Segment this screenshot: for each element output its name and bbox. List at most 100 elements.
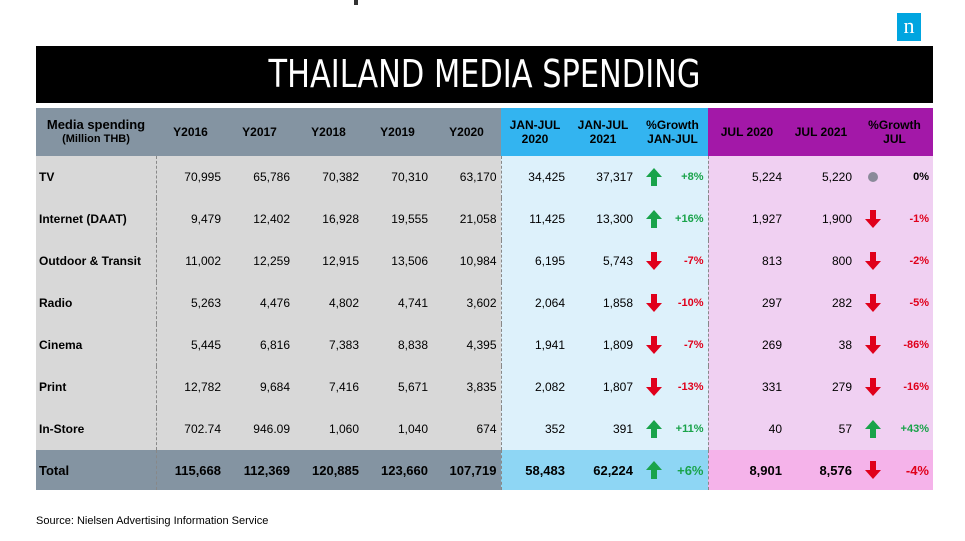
header-y2018: Y2018 xyxy=(294,108,363,156)
cell-y2018: 70,382 xyxy=(294,156,363,198)
cell-y2020: 674 xyxy=(432,408,502,450)
cell-ytd-growth-value: -7% xyxy=(683,255,704,267)
cell-y2016: 70,995 xyxy=(156,156,225,198)
header-row: Media spending (Million THB) Y2016 Y2017… xyxy=(36,108,933,156)
cell-y2017: 12,259 xyxy=(225,240,294,282)
cell-jul-growth: -4% xyxy=(856,450,933,490)
cell-ytd2020: 58,483 xyxy=(501,450,569,490)
table-row: In-Store 702.74 946.09 1,060 1,040 674 352 391 +… xyxy=(36,408,933,450)
header-ytd-2021-line1: JAN-JUL xyxy=(577,118,629,132)
cell-jul2021: 800 xyxy=(786,240,856,282)
header-ytd-growth: %Growth JAN-JUL xyxy=(637,108,708,156)
cell-y2016: 702.74 xyxy=(156,408,225,450)
table-row: Print 12,782 9,684 7,416 5,671 3,835 2,082 1,80… xyxy=(36,366,933,408)
cell-jul2021: 1,900 xyxy=(786,198,856,240)
cell-ytd2020: 2,064 xyxy=(501,282,569,324)
cell-y2019: 4,741 xyxy=(363,282,432,324)
cell-ytd2020: 34,425 xyxy=(501,156,569,198)
title-bar: THAILAND MEDIA SPENDING xyxy=(36,46,933,103)
chart-title: THAILAND MEDIA SPENDING xyxy=(268,52,701,96)
cell-ytd2020: 11,425 xyxy=(501,198,569,240)
header-ytd-2021-line2: 2021 xyxy=(589,132,617,146)
cell-ytd2021: 5,743 xyxy=(569,240,637,282)
cell-jul2021: 57 xyxy=(786,408,856,450)
cell-y2020: 107,719 xyxy=(432,450,502,490)
table-row: Outdoor & Transit 11,002 12,259 12,915 13,50… xyxy=(36,240,933,282)
cell-jul2020: 297 xyxy=(708,282,786,324)
header-y2016: Y2016 xyxy=(156,108,225,156)
cell-ytd2020: 2,082 xyxy=(501,366,569,408)
cell-jul2020: 8,901 xyxy=(708,450,786,490)
cell-y2017: 65,786 xyxy=(225,156,294,198)
table-row: TV 70,995 65,786 70,382 70,310 63,170 34,425 37… xyxy=(36,156,933,198)
nielsen-logo: n xyxy=(897,13,921,41)
cell-jul2021: 5,220 xyxy=(786,156,856,198)
cell-jul-growth: -1% xyxy=(856,198,933,240)
table-body: TV 70,995 65,786 70,382 70,310 63,170 34,425 37… xyxy=(36,156,933,490)
media-label: Total xyxy=(36,450,157,490)
cell-y2019: 13,506 xyxy=(363,240,432,282)
cell-jul-growth-value: -86% xyxy=(903,339,929,351)
cell-jul2021: 8,576 xyxy=(786,450,856,490)
cell-y2016: 5,263 xyxy=(156,282,225,324)
media-label: TV xyxy=(36,156,157,198)
arrow-down-icon xyxy=(646,336,662,354)
cell-y2020: 63,170 xyxy=(432,156,502,198)
arrow-down-icon xyxy=(865,461,881,479)
cell-jul2020: 813 xyxy=(708,240,786,282)
no-change-dot-icon xyxy=(868,172,878,182)
header-jul-growth-line2: JUL xyxy=(883,132,906,146)
cell-jul-growth: -2% xyxy=(856,240,933,282)
arrow-up-icon xyxy=(646,461,662,479)
cell-jul-growth-value: 0% xyxy=(913,171,929,183)
arrow-up-icon xyxy=(646,210,662,228)
header-jul-growth: %Growth JUL xyxy=(856,108,933,156)
cell-y2018: 7,416 xyxy=(294,366,363,408)
arrow-down-icon xyxy=(646,252,662,270)
cell-jul-growth: +43% xyxy=(856,408,933,450)
table-row: Cinema 5,445 6,816 7,383 8,838 4,395 1,941 1,80… xyxy=(36,324,933,366)
header-jul-growth-line1: %Growth xyxy=(868,118,921,132)
arrow-down-icon xyxy=(865,210,881,228)
cell-y2018: 4,802 xyxy=(294,282,363,324)
cell-jul-growth-value: -16% xyxy=(903,381,929,393)
cell-jul2020: 5,224 xyxy=(708,156,786,198)
cell-ytd-growth-value: +6% xyxy=(677,462,704,478)
cell-jul2021: 38 xyxy=(786,324,856,366)
total-row: Total 115,668 112,369 120,885 123,660 107,719… xyxy=(36,450,933,490)
media-label: Print xyxy=(36,366,157,408)
cell-ytd-growth-value: -10% xyxy=(677,297,704,309)
cell-y2020: 4,395 xyxy=(432,324,502,366)
cell-ytd2021: 1,809 xyxy=(569,324,637,366)
cell-y2017: 9,684 xyxy=(225,366,294,408)
header-y2017: Y2017 xyxy=(225,108,294,156)
cell-y2018: 16,928 xyxy=(294,198,363,240)
cell-y2018: 7,383 xyxy=(294,324,363,366)
cell-jul-growth: -5% xyxy=(856,282,933,324)
arrow-up-icon xyxy=(865,420,881,438)
cell-ytd-growth: -7% xyxy=(637,240,709,282)
cell-y2018: 1,060 xyxy=(294,408,363,450)
cell-y2017: 4,476 xyxy=(225,282,294,324)
cell-jul-growth-value: -1% xyxy=(909,213,929,225)
cell-y2019: 70,310 xyxy=(363,156,432,198)
cell-jul2020: 269 xyxy=(708,324,786,366)
cell-y2017: 6,816 xyxy=(225,324,294,366)
arrow-down-icon xyxy=(865,294,881,312)
cell-jul-growth-value: -2% xyxy=(909,255,929,267)
cell-y2016: 12,782 xyxy=(156,366,225,408)
cell-y2016: 9,479 xyxy=(156,198,225,240)
header-ytd-2021: JAN-JUL 2021 xyxy=(569,108,637,156)
header-y2019: Y2019 xyxy=(363,108,432,156)
cell-y2019: 5,671 xyxy=(363,366,432,408)
logo-letter: n xyxy=(903,13,915,38)
cell-jul-growth: 0% xyxy=(856,156,933,198)
media-label: Radio xyxy=(36,282,157,324)
cell-jul-growth: -86% xyxy=(856,324,933,366)
cell-ytd-growth-value: -7% xyxy=(683,339,704,351)
arrow-up-icon xyxy=(646,420,662,438)
media-spending-table: Media spending (Million THB) Y2016 Y2017… xyxy=(36,108,933,490)
cell-jul2020: 331 xyxy=(708,366,786,408)
media-label: Outdoor & Transit xyxy=(36,240,157,282)
cell-jul-growth-value: -5% xyxy=(909,297,929,309)
